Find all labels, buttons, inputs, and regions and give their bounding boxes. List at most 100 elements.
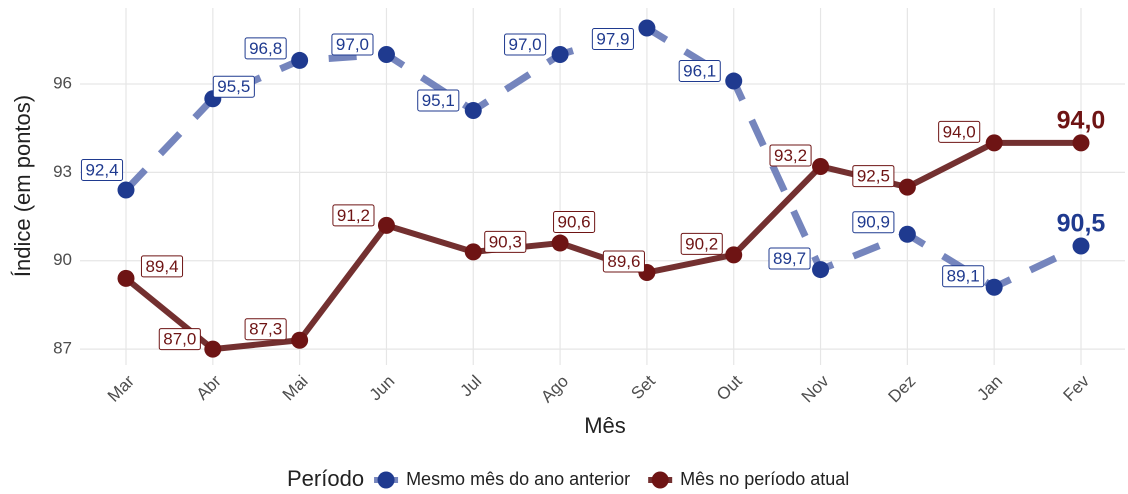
y-axis-title: Índice (em pontos): [10, 95, 35, 277]
data-label: 89,6: [602, 250, 645, 273]
label-box: [140, 255, 184, 278]
data-label-text: 97,0: [336, 35, 369, 54]
label-box: [942, 265, 985, 288]
data-label-text: 94,0: [943, 122, 976, 141]
data-label: 87,0: [158, 328, 201, 351]
data-label: 95,1: [417, 89, 460, 112]
series-line: [123, 24, 1083, 291]
data-label-text: 90,5: [1057, 210, 1106, 238]
label-box: [852, 211, 895, 234]
data-point: [117, 181, 135, 199]
data-label: 87,3: [244, 318, 287, 341]
data-label: 90,9: [852, 211, 895, 234]
data-label: 89,4: [140, 255, 184, 278]
data-label: 92,4: [80, 159, 124, 182]
data-label-text: 89,6: [607, 252, 640, 271]
label-box: [553, 211, 596, 234]
data-label-text: 93,2: [774, 146, 807, 165]
data-label-text: 89,4: [145, 257, 178, 276]
legend-title: Período: [287, 466, 364, 491]
data-point: [898, 178, 916, 196]
x-tick-label: Mar: [104, 371, 138, 405]
x-tick-label: Ago: [537, 372, 572, 407]
x-tick-label: Jul: [456, 372, 485, 401]
label-box: [678, 60, 721, 83]
data-label: 89,1: [942, 265, 985, 288]
data-point: [204, 340, 222, 358]
data-point: [985, 134, 1003, 152]
data-point: [1072, 134, 1090, 152]
data-point: [377, 46, 395, 64]
data-label-text: 96,8: [249, 39, 282, 58]
label-box: [602, 250, 645, 273]
legend-marker: [377, 471, 395, 489]
data-point: [464, 102, 482, 120]
data-label: 89,7: [768, 247, 811, 270]
data-label-text: 94,0: [1057, 107, 1106, 135]
data-label-text: 90,6: [558, 213, 591, 232]
label-box: [244, 318, 287, 341]
data-label: 90,5: [1057, 210, 1106, 238]
x-tick-label: Jun: [366, 372, 399, 405]
x-tick-label: Set: [627, 371, 659, 403]
x-tick-label: Mai: [279, 372, 312, 405]
x-axis-title: Mês: [584, 413, 626, 438]
data-point: [812, 261, 830, 279]
label-box: [417, 89, 460, 112]
data-label-text: 90,2: [685, 234, 718, 253]
label-box: [158, 328, 201, 351]
data-point: [551, 234, 569, 252]
y-tick-label: 96: [53, 73, 72, 92]
x-tick-label: Abr: [193, 371, 225, 403]
data-label: 94,0: [1057, 107, 1106, 135]
data-label: 93,2: [769, 144, 812, 167]
label-box: [212, 75, 255, 98]
data-label-text: 95,1: [422, 91, 455, 110]
x-tick-label: Dez: [885, 372, 920, 407]
series-line: [124, 139, 1081, 353]
data-point: [725, 72, 743, 90]
label-box: [504, 33, 547, 56]
data-label-text: 97,0: [509, 35, 542, 54]
data-label-text: 89,1: [947, 267, 980, 286]
label-box: [768, 247, 811, 270]
x-tick-label: Fev: [1060, 371, 1094, 405]
data-point: [377, 216, 395, 234]
data-label: 90,2: [680, 232, 723, 255]
data-point: [551, 46, 569, 64]
data-label: 96,1: [678, 60, 721, 83]
data-point: [464, 243, 482, 261]
data-point: [117, 269, 135, 287]
data-label-text: 90,3: [489, 232, 522, 251]
data-label-text: 91,2: [337, 206, 370, 225]
label-box: [769, 144, 812, 167]
legend-label: Mês no período atual: [680, 469, 849, 489]
data-point: [725, 246, 743, 264]
data-point: [898, 225, 916, 243]
label-box: [938, 120, 981, 143]
legend: Período Mesmo mês do ano anterior Mês no p…: [287, 466, 849, 491]
data-label-text: 92,4: [85, 161, 118, 180]
data-label-text: 87,3: [249, 320, 282, 339]
x-tick-label: Out: [713, 371, 746, 404]
data-label: 97,0: [331, 33, 374, 56]
data-point: [291, 51, 309, 69]
label-box: [852, 165, 895, 188]
label-box: [680, 232, 723, 255]
data-label: 90,6: [553, 211, 596, 234]
data-label: 97,9: [591, 28, 634, 51]
data-label-text: 89,7: [773, 249, 806, 268]
label-box: [331, 33, 374, 56]
data-label: 97,0: [504, 33, 547, 56]
data-label-text: 96,1: [683, 62, 716, 81]
data-label-text: 97,9: [596, 30, 629, 49]
x-tick-label: Jan: [973, 372, 1006, 405]
data-point: [985, 278, 1003, 296]
legend-label: Mesmo mês do ano anterior: [406, 469, 630, 489]
y-tick-label: 87: [53, 339, 72, 358]
data-label: 91,2: [332, 204, 375, 227]
y-tick-label: 93: [53, 162, 72, 181]
data-point: [812, 157, 830, 175]
data-point: [1072, 237, 1090, 255]
label-box: [244, 37, 287, 60]
